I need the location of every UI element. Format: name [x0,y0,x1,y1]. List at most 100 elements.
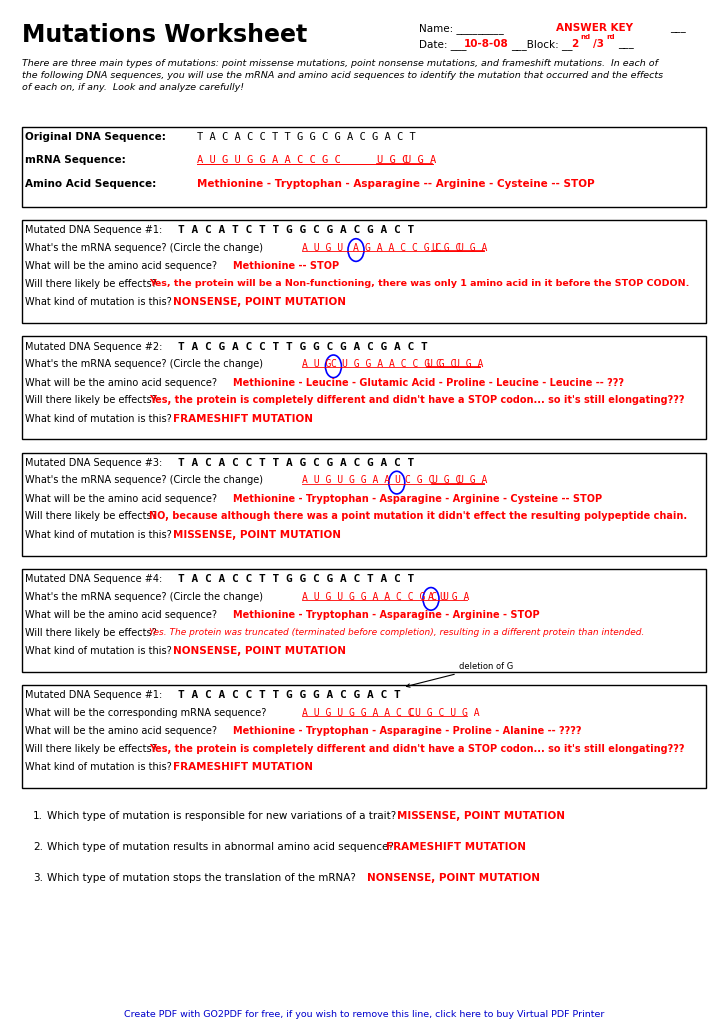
Text: ___: ___ [618,39,634,49]
Text: G A A C C G C: G A A C C G C [365,243,441,253]
Text: There are three main types of mutations: point missense mutations, point nonsens: There are three main types of mutations:… [22,59,663,92]
Text: Amino Acid Sequence:: Amino Acid Sequence: [25,179,157,189]
Text: NO, because although there was a point mutation it didn't effect the resulting p: NO, because although there was a point m… [149,511,687,522]
Text: Mutations Worksheet: Mutations Worksheet [22,23,307,46]
Text: Mutated DNA Sequence #1:: Mutated DNA Sequence #1: [25,690,163,701]
Text: U G C: U G C [432,243,461,253]
Text: MISSENSE, POINT MUTATION: MISSENSE, POINT MUTATION [173,530,341,540]
Text: A: A [428,592,434,602]
Text: Original DNA Sequence:: Original DNA Sequence: [25,132,167,142]
Text: Which type of mutation results in abnormal amino acid sequence?: Which type of mutation results in abnorm… [47,842,394,852]
Text: Methionine -- STOP: Methionine -- STOP [233,261,339,272]
Text: T A C A C C T T G G C G A C G A C T: T A C A C C T T G G C G A C G A C T [197,132,415,142]
Text: What kind of mutation is this?: What kind of mutation is this? [25,646,173,657]
FancyBboxPatch shape [22,220,706,323]
Text: What will be the corresponding mRNA sequence?: What will be the corresponding mRNA sequ… [25,708,267,718]
Text: Will there likely be effects?: Will there likely be effects? [25,628,157,638]
Text: mRNA Sequence:: mRNA Sequence: [25,155,126,166]
Text: FRAMESHIFT MUTATION: FRAMESHIFT MUTATION [386,842,526,852]
Text: What's the mRNA sequence? (Circle the change): What's the mRNA sequence? (Circle the ch… [25,243,264,253]
Text: Name: _________: Name: _________ [419,23,503,34]
Text: Yes. The protein was truncated (terminated before completion), resulting in a di: Yes. The protein was truncated (terminat… [149,628,644,637]
Text: What's the mRNA sequence? (Circle the change): What's the mRNA sequence? (Circle the ch… [25,475,264,486]
Text: U G A: U G A [440,592,469,602]
Text: Methionine - Tryptophan - Asparagine -- Arginine - Cysteine -- STOP: Methionine - Tryptophan - Asparagine -- … [197,179,594,189]
Text: ___: ___ [670,23,686,33]
Text: U G C: U G C [377,155,408,166]
Text: A U G U G G A A C C G C: A U G U G G A A C C G C [197,155,340,166]
Text: C G C: C G C [405,475,435,486]
Text: What will be the amino acid sequence?: What will be the amino acid sequence? [25,610,218,620]
Text: U G C: U G C [427,359,456,369]
Text: A U G U G G A A C C G C U: A U G U G G A A C C G C U [302,592,449,602]
Text: NONSENSE, POINT MUTATION: NONSENSE, POINT MUTATION [173,297,347,308]
FancyBboxPatch shape [22,453,706,556]
Text: T A C A C C T T G G C G A C T A C T: T A C A C C T T G G C G A C T A C T [178,574,415,584]
Text: What will be the amino acid sequence?: What will be the amino acid sequence? [25,726,218,737]
Text: C: C [408,708,414,718]
Text: FRAMESHIFT MUTATION: FRAMESHIFT MUTATION [173,762,313,773]
Text: Will there likely be effects?: Will there likely be effects? [25,744,157,754]
Text: 10-8-08: 10-8-08 [464,39,508,49]
Text: A: A [353,243,359,253]
Text: What will be the amino acid sequence?: What will be the amino acid sequence? [25,494,218,504]
FancyBboxPatch shape [22,569,706,672]
Text: Which type of mutation stops the translation of the mRNA?: Which type of mutation stops the transla… [47,873,356,883]
Text: 2: 2 [571,39,578,49]
FancyBboxPatch shape [22,685,706,788]
Text: What kind of mutation is this?: What kind of mutation is this? [25,530,173,540]
Text: Mutated DNA Sequence #2:: Mutated DNA Sequence #2: [25,342,163,352]
Text: U G G A A C C G C: U G G A A C C G C [342,359,442,369]
Text: What will be the amino acid sequence?: What will be the amino acid sequence? [25,261,218,272]
Text: A U G: A U G [302,359,331,369]
Text: U G A: U G A [454,359,483,369]
Text: ANSWER KEY: ANSWER KEY [556,23,633,33]
Text: Yes, the protein is completely different and didn't have a STOP codon... so it's: Yes, the protein is completely different… [149,744,685,754]
Text: 1.: 1. [33,811,43,821]
Text: What's the mRNA sequence? (Circle the change): What's the mRNA sequence? (Circle the ch… [25,359,264,369]
Text: A U G U: A U G U [302,243,343,253]
Text: Methionine - Tryptophan - Asparagine - Arginine - STOP: Methionine - Tryptophan - Asparagine - A… [233,610,539,620]
Text: Will there likely be effects?: Will there likely be effects? [25,279,157,289]
Text: deletion of G: deletion of G [406,662,513,687]
Text: U: U [394,475,400,486]
Text: Create PDF with GO2PDF for free, if you wish to remove this line, click here to : Create PDF with GO2PDF for free, if you … [124,1010,604,1020]
Text: Will there likely be effects?: Will there likely be effects? [25,395,157,405]
Text: Methionine - Tryptophan - Asparagine - Proline - Alanine -- ????: Methionine - Tryptophan - Asparagine - P… [233,726,582,737]
Text: rd: rd [606,34,615,40]
Text: U G C: U G C [432,475,461,486]
Text: Date: ___: Date: ___ [419,39,466,50]
FancyBboxPatch shape [22,127,706,207]
Text: 2.: 2. [33,842,43,852]
Text: C: C [331,359,336,369]
Text: T A C A C C T T G G G A C G A C T: T A C A C C T T G G G A C G A C T [178,690,401,701]
Text: Yes, the protein will be a Non-functioning, there was only 1 amino acid in it be: Yes, the protein will be a Non-functioni… [149,279,689,288]
Text: What kind of mutation is this?: What kind of mutation is this? [25,297,173,308]
Text: ___Block: __: ___Block: __ [511,39,572,50]
Text: What kind of mutation is this?: What kind of mutation is this? [25,762,173,773]
FancyBboxPatch shape [22,336,706,439]
Text: FRAMESHIFT MUTATION: FRAMESHIFT MUTATION [173,414,313,424]
Text: What will be the amino acid sequence?: What will be the amino acid sequence? [25,378,218,388]
Text: A U G U G G A A C C: A U G U G G A A C C [302,708,414,718]
Text: What kind of mutation is this?: What kind of mutation is this? [25,414,173,424]
Text: What's the mRNA sequence? (Circle the change): What's the mRNA sequence? (Circle the ch… [25,592,264,602]
Text: T A C G A C C T T G G C G A C G A C T: T A C G A C C T T G G C G A C G A C T [178,342,428,352]
Text: U G A: U G A [405,155,436,166]
Text: T A C A C C T T A G C G A C G A C T: T A C A C C T T A G C G A C G A C T [178,458,415,468]
Text: Mutated DNA Sequence #4:: Mutated DNA Sequence #4: [25,574,163,584]
Text: Methionine - Leucine - Glutamic Acid - Proline - Leucine - Leucine -- ???: Methionine - Leucine - Glutamic Acid - P… [233,378,624,388]
Text: A U G U G G A A: A U G U G G A A [302,475,390,486]
Text: /3: /3 [593,39,604,49]
Text: Which type of mutation is responsible for new variations of a trait?: Which type of mutation is responsible fo… [47,811,397,821]
Text: Mutated DNA Sequence #1:: Mutated DNA Sequence #1: [25,225,163,236]
Text: U G C U G A: U G C U G A [415,708,480,718]
Text: NONSENSE, POINT MUTATION: NONSENSE, POINT MUTATION [173,646,347,657]
Text: U G A: U G A [458,243,487,253]
Text: MISSENSE, POINT MUTATION: MISSENSE, POINT MUTATION [397,811,565,821]
Text: Will there likely be effects?: Will there likely be effects? [25,511,157,522]
Text: Mutated DNA Sequence #3:: Mutated DNA Sequence #3: [25,458,163,468]
Text: 3.: 3. [33,873,43,883]
Text: Yes, the protein is completely different and didn't have a STOP codon... so it's: Yes, the protein is completely different… [149,395,685,405]
Text: nd: nd [580,34,590,40]
